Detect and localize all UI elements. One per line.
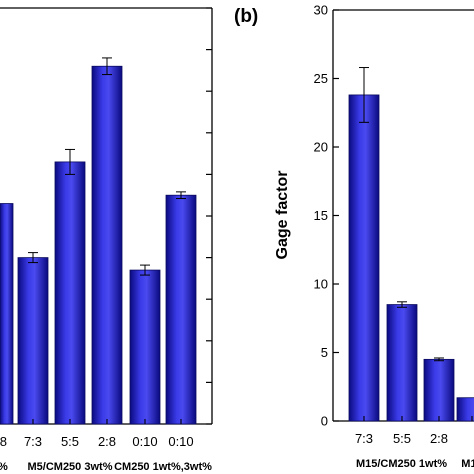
x-tick-label: 7:3 — [355, 431, 373, 446]
bar — [423, 358, 455, 422]
x-tick-label: 2:8 — [98, 434, 116, 449]
x-tick-label: 2:8 — [430, 431, 448, 446]
group-label: M15/CM250 1wt% — [356, 458, 447, 470]
bar — [348, 94, 380, 422]
x-tick-label: 5:5 — [61, 434, 79, 449]
bar — [17, 257, 49, 425]
y-tick-label: 10 — [314, 277, 328, 292]
x-tick-label: 2:8 — [0, 434, 7, 449]
bar — [386, 304, 418, 422]
y-tick-label: 25 — [314, 71, 328, 86]
bar — [54, 161, 86, 425]
x-tick-label: 0:10 — [132, 434, 157, 449]
group-label: M5/CM250 3wt% — [28, 461, 113, 473]
bar — [129, 269, 161, 425]
bar — [165, 194, 197, 425]
group-label: % — [0, 461, 8, 473]
group-label: M15 — [461, 458, 474, 470]
y-tick-label: 15 — [314, 208, 328, 223]
panel-a: 2:8 7:3 5:5 2:8 0:10 0:10 M5/CM250 3wt%CM250 1… — [0, 7, 213, 473]
y-tick-label: 0 — [321, 414, 328, 429]
x-tick-label: 0:10 — [168, 434, 193, 449]
x-tick-label: 5:5 — [393, 431, 411, 446]
panel-b-ylabel: Gage factor — [274, 171, 291, 260]
y-tick-label: 5 — [321, 345, 328, 360]
group-label: CM250 1wt%,3wt% — [114, 461, 212, 473]
bar — [0, 203, 14, 425]
x-tick-label: 7:3 — [24, 434, 42, 449]
bar — [91, 65, 123, 425]
y-tick-label: 20 — [314, 140, 328, 155]
panel-b: 0 5 10 15 20 25 30 7:3 5:5 2:8 M15/CM250 1wt% M15 — [314, 3, 474, 470]
y-tick-label: 30 — [314, 3, 328, 18]
panel-b-letter: (b) — [234, 6, 258, 27]
